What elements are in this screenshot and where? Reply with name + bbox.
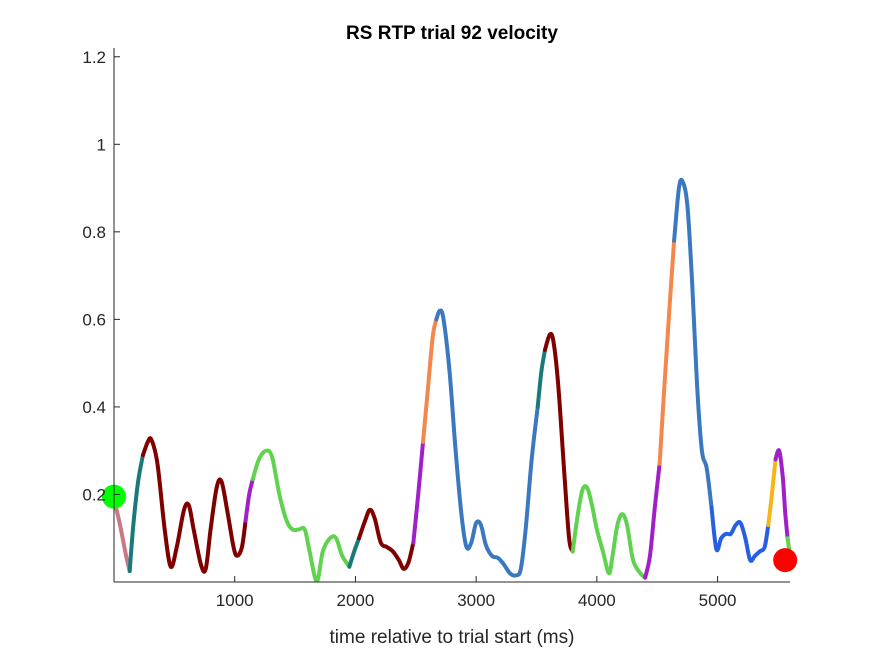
- velocity-segment: [570, 484, 648, 580]
- velocity-segment: [542, 331, 575, 554]
- y-tick-label: 0.8: [82, 223, 106, 242]
- x-axis-label: time relative to trial start (ms): [330, 627, 575, 648]
- x-tick-label: 3000: [457, 591, 495, 610]
- x-tick-label: 5000: [699, 591, 737, 610]
- y-tick-label: 0.6: [82, 310, 106, 329]
- velocity-segment: [243, 477, 255, 523]
- x-tick-label: 1000: [216, 591, 254, 610]
- x-axis: 1000 2000 3000 4000 5000: [114, 576, 790, 610]
- plot-area: [102, 177, 798, 582]
- velocity-segment: [535, 348, 547, 409]
- y-tick-label: 1.2: [82, 48, 106, 67]
- end-marker: [773, 548, 798, 573]
- velocity-segment: [434, 308, 540, 578]
- velocity-segment: [411, 439, 426, 545]
- x-tick-label: 2000: [337, 591, 375, 610]
- velocity-segment: [347, 536, 362, 569]
- velocity-segment: [773, 448, 790, 541]
- y-tick-label: 1: [97, 135, 106, 154]
- velocity-segment: [672, 177, 714, 510]
- y-tick-label: 0.4: [82, 398, 106, 417]
- velocity-segment: [140, 436, 248, 574]
- y-axis: 0.2 0.4 0.6 0.8 1 1.2: [82, 48, 120, 582]
- y-tick-label: 0.2: [82, 485, 106, 504]
- velocity-segment: [250, 448, 352, 582]
- velocity-segment: [421, 317, 439, 444]
- velocity-segment: [357, 507, 416, 571]
- velocity-segment: [114, 496, 132, 574]
- velocity-segment: [766, 457, 778, 528]
- velocity-segment: [657, 238, 677, 466]
- velocity-segment: [709, 505, 771, 563]
- x-tick-label: 4000: [578, 591, 616, 610]
- velocity-segment: [127, 453, 145, 574]
- velocity-segment: [643, 461, 662, 580]
- chart-title: RS RTP trial 92 velocity: [346, 23, 558, 44]
